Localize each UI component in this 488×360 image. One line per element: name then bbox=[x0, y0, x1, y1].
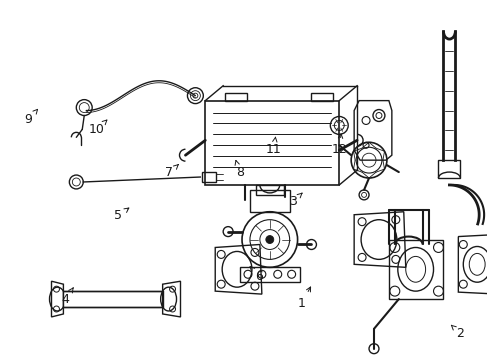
Text: 3: 3 bbox=[288, 193, 302, 208]
Bar bbox=[388, 239, 443, 299]
Bar bbox=[224, 93, 246, 100]
Bar bbox=[311, 93, 333, 100]
Bar bbox=[63, 291, 163, 307]
Bar bbox=[202, 172, 216, 182]
Text: 8: 8 bbox=[235, 161, 243, 179]
Circle shape bbox=[265, 235, 273, 243]
Bar bbox=[205, 100, 339, 185]
Text: 5: 5 bbox=[114, 208, 128, 222]
Bar bbox=[438, 160, 459, 178]
Text: 9: 9 bbox=[24, 109, 38, 126]
Bar bbox=[240, 267, 299, 282]
Text: 2: 2 bbox=[450, 325, 464, 340]
Text: 7: 7 bbox=[165, 165, 178, 179]
Bar bbox=[255, 185, 283, 195]
Text: 11: 11 bbox=[265, 137, 281, 156]
Text: 1: 1 bbox=[297, 287, 310, 310]
Text: 4: 4 bbox=[61, 288, 73, 306]
Text: 6: 6 bbox=[249, 266, 263, 283]
Text: 12: 12 bbox=[330, 134, 346, 156]
Text: 10: 10 bbox=[88, 120, 107, 136]
Bar bbox=[249, 190, 289, 212]
